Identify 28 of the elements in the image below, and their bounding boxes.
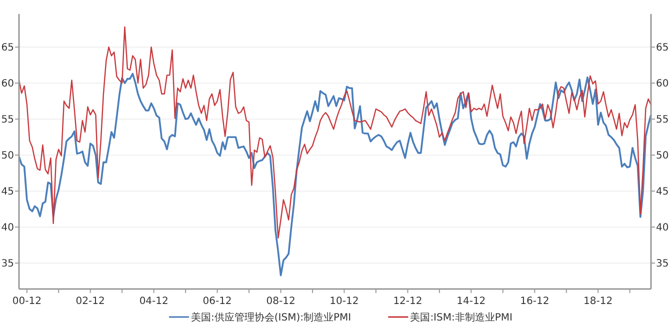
y-tick-label: 35 — [1, 258, 14, 270]
y-tick-label: 55 — [1, 114, 14, 126]
x-tick-label: 14-12 — [456, 296, 486, 307]
x-tick-label: 02-12 — [76, 296, 105, 307]
y2-tick-label: 60 — [656, 78, 669, 90]
y2-tick-label: 50 — [656, 150, 669, 162]
y2-tick-label: 65 — [656, 42, 669, 54]
legend-label: 美国:ISM:非制造业PMI — [410, 312, 512, 324]
x-tick-label: 04-12 — [139, 296, 168, 307]
x-tick-label: 00-12 — [12, 296, 42, 307]
line-series — [18, 72, 652, 276]
x-tick-label: 18-12 — [584, 296, 613, 307]
y2-tick-label: 55 — [656, 114, 669, 126]
y-tick-label: 60 — [1, 78, 14, 90]
x-tick-label: 12-12 — [393, 296, 422, 307]
y-tick-label: 65 — [1, 42, 14, 54]
y2-tick-label: 35 — [656, 258, 669, 270]
y-tick-label: 45 — [1, 186, 14, 198]
y2-tick-label: 40 — [656, 222, 669, 234]
y2-tick-label: 45 — [656, 186, 669, 198]
x-tick-label: 16-12 — [520, 296, 550, 307]
y-tick-label: 40 — [1, 222, 14, 234]
y-tick-label: 50 — [1, 150, 14, 162]
x-tick-label: 08-12 — [266, 296, 296, 307]
line-series — [18, 26, 652, 238]
x-tick-label: 10-12 — [330, 296, 359, 307]
legend-label: 美国:供应管理协会(ISM):制造业PMI — [191, 312, 352, 324]
x-tick-label: 06-12 — [202, 296, 232, 307]
